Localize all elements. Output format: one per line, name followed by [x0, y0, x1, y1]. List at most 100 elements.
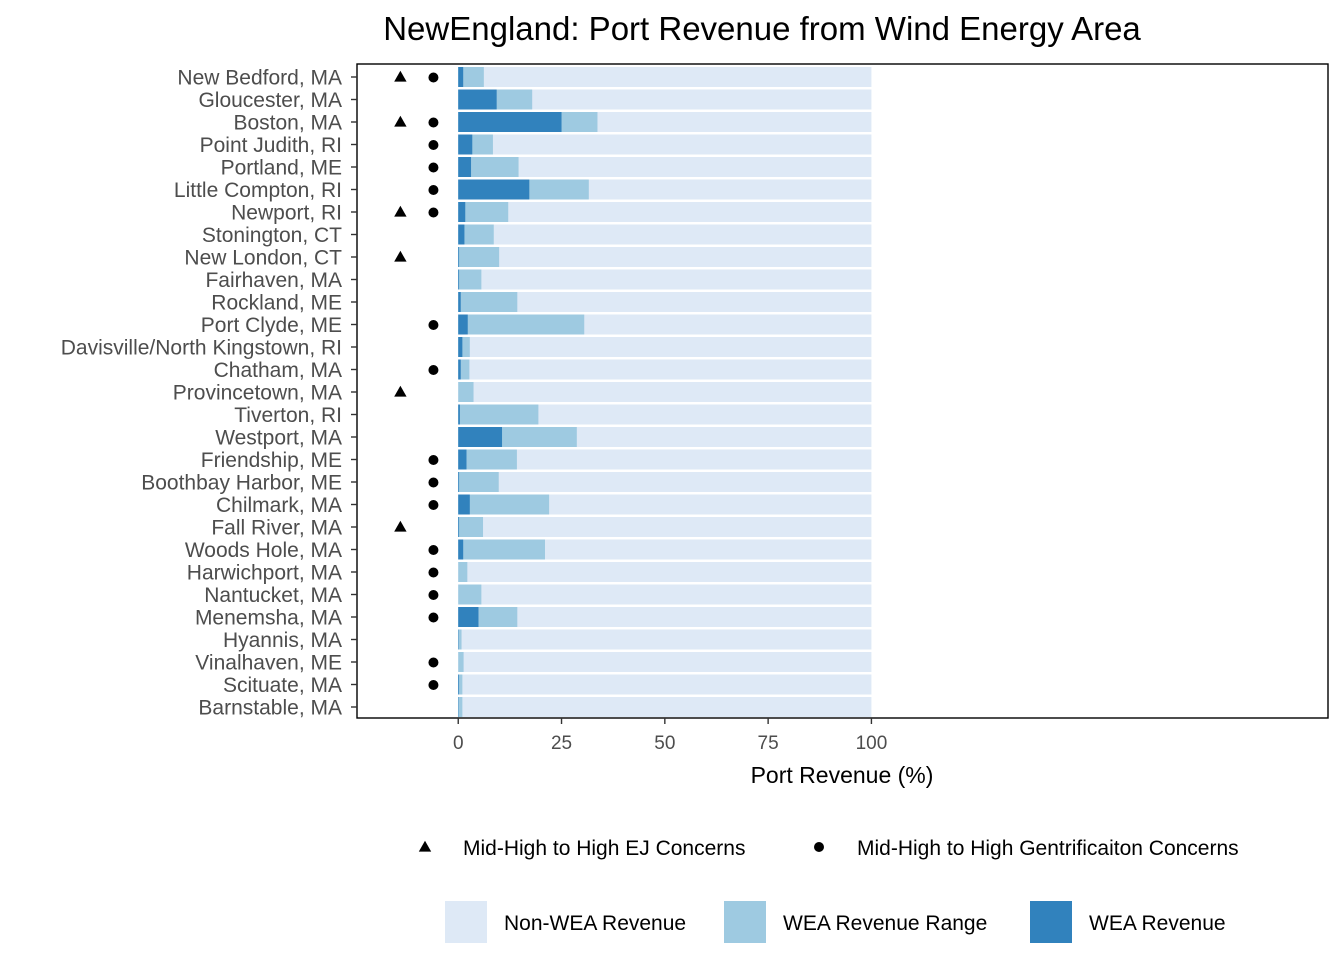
y-tick-label-barnstable-ma: Barnstable, MA: [198, 697, 342, 720]
y-tick-label-nantucket-ma: Nantucket, MA: [204, 584, 342, 607]
wea-bar-gloucester-ma: [458, 89, 497, 110]
y-tick-label-friendship-me: Friendship, ME: [201, 449, 342, 472]
x-tick-label-75: 75: [758, 733, 779, 754]
ej-concern-marker-new-bedford-ma: [394, 70, 407, 82]
wea-bar-new-bedford-ma: [458, 67, 464, 87]
wea-bar-portland-me: [458, 157, 472, 177]
wea-range-bar-scituate-ma: [458, 674, 463, 695]
wea-range-bar-woods-hole-ma: [458, 539, 546, 560]
x-axis-title: Port Revenue (%): [751, 762, 934, 788]
gentrification-concern-marker-vinalhaven-me: [428, 657, 439, 668]
wea-bar-point-judith-ri: [458, 134, 473, 155]
non-wea-bar-newport-ri: [458, 202, 872, 222]
legend-shape-label-mid-high-to-high-ej-concerns: Mid-High to High EJ Concerns: [463, 837, 745, 860]
wea-range-bar-friendship-me: [458, 449, 517, 470]
non-wea-bar-fall-river-ma: [458, 517, 872, 537]
y-tick-label-little-compton-ri: Little Compton, RI: [174, 179, 342, 202]
y-tick-label-newport-ri: Newport, RI: [231, 202, 342, 225]
x-axis: 0 25 50 75 100: [453, 718, 887, 754]
gentrification-concern-marker-chatham-ma: [428, 365, 439, 375]
y-tick-label-stonington-ct: Stonington, CT: [202, 224, 342, 247]
y-tick-label-provincetown-ma: Provincetown, MA: [173, 382, 342, 405]
legend-fills: Non-WEA Revenue WEA Revenue Range WEA Reve…: [445, 901, 1226, 943]
ej-concern-marker-new-london-ct: [394, 250, 407, 262]
wea-bar-boothbay-harbor-me: [458, 472, 460, 492]
wea-bar-chatham-ma: [458, 359, 461, 380]
non-wea-bar-friendship-me: [458, 449, 872, 470]
ej-concern-marker-newport-ri: [394, 205, 407, 217]
wea-range-bar-provincetown-ma: [458, 382, 474, 402]
y-tick-label-rockland-me: Rockland, ME: [211, 292, 342, 315]
wea-range-bar-nantucket-ma: [458, 584, 482, 605]
wea-bar-woods-hole-ma: [458, 539, 464, 560]
y-tick-label-chatham-ma: Chatham, MA: [214, 359, 342, 382]
wea-bar-westport-ma: [458, 427, 503, 447]
wea-range-bar-fall-river-ma: [458, 517, 484, 537]
non-wea-bar-fairhaven-ma: [458, 269, 872, 290]
legend-label-non-wea-revenue: Non-WEA Revenue: [504, 912, 686, 935]
y-tick-label-westport-ma: Westport, MA: [215, 427, 342, 450]
gentrification-concern-marker-woods-hole-ma: [428, 545, 439, 555]
wea-range-bar-newport-ri: [458, 202, 509, 222]
legend-circle-icon: [814, 842, 824, 852]
wea-bar-rockland-me: [458, 292, 461, 312]
x-tick-label-100: 100: [856, 733, 888, 754]
non-wea-bar-scituate-ma: [458, 674, 872, 695]
gentrification-concern-marker-port-clyde-me: [428, 320, 439, 330]
non-wea-bar-boothbay-harbor-me: [458, 472, 872, 492]
gentrification-concern-marker-chilmark-ma: [428, 500, 439, 510]
legend-label-wea-revenue-range: WEA Revenue Range: [783, 912, 987, 935]
chart-title: NewEngland: Port Revenue from Wind Energ…: [383, 10, 1141, 47]
gentrification-concern-marker-nantucket-ma: [428, 590, 439, 600]
wea-range-bar-fairhaven-ma: [458, 269, 482, 290]
wea-range-bar-port-clyde-me: [458, 314, 585, 335]
x-tick-label-0: 0: [453, 733, 464, 754]
y-tick-label-gloucester-ma: Gloucester, MA: [198, 89, 342, 112]
non-wea-bar-provincetown-ma: [458, 382, 872, 402]
y-tick-label-harwichport-ma: Harwichport, MA: [187, 562, 342, 585]
non-wea-bar-hyannis-ma: [458, 629, 872, 650]
wea-range-bar-vinalhaven-me: [458, 652, 464, 672]
wea-range-bar-harwichport-ma: [458, 562, 468, 582]
wea-bar-little-compton-ri: [458, 179, 530, 200]
legend-swatch-non-wea-revenue: [445, 901, 487, 943]
wea-bar-boston-ma: [458, 112, 562, 132]
y-tick-label-davisville-north-kingstown-ri: Davisville/North Kingstown, RI: [61, 337, 342, 360]
legend-label-wea-revenue: WEA Revenue: [1089, 912, 1226, 935]
gentrification-concern-marker-friendship-me: [428, 455, 439, 465]
y-tick-label-boston-ma: Boston, MA: [233, 112, 342, 135]
wea-range-bar-tiverton-ri: [458, 404, 539, 425]
legend-shape-label-mid-high-to-high-gentrificaiton-concerns: Mid-High to High Gentrificaiton Concerns: [857, 837, 1239, 860]
gentrification-concern-marker-new-bedford-ma: [428, 72, 439, 83]
wea-bar-menemsha-ma: [458, 607, 479, 627]
wea-range-bar-chatham-ma: [458, 359, 470, 380]
wea-range-bar-rockland-me: [458, 292, 518, 312]
wea-bar-tiverton-ri: [458, 404, 460, 425]
non-wea-bar-vinalhaven-me: [458, 652, 872, 672]
gentrification-concern-marker-menemsha-ma: [428, 612, 439, 623]
non-wea-bar-rockland-me: [458, 292, 872, 312]
markers-layer: [394, 70, 439, 690]
wea-range-bar-hyannis-ma: [458, 629, 462, 650]
non-wea-bar-stonington-ct: [458, 224, 872, 245]
wea-bar-davisville-north-kingstown-ri: [458, 337, 463, 357]
wea-bar-friendship-me: [458, 449, 467, 470]
gentrification-concern-marker-scituate-ma: [428, 680, 439, 690]
non-wea-bar-point-judith-ri: [458, 134, 872, 155]
y-tick-label-scituate-ma: Scituate, MA: [223, 674, 342, 697]
bars-layer: [458, 67, 872, 717]
wea-bar-port-clyde-me: [458, 314, 468, 335]
legend-shapes: Mid-High to High EJ Concerns Mid-High to …: [418, 837, 1239, 860]
y-tick-label-new-london-ct: New London, CT: [184, 247, 342, 270]
non-wea-bar-gloucester-ma: [458, 89, 872, 110]
y-tick-label-port-clyde-me: Port Clyde, ME: [201, 314, 342, 337]
wea-range-bar-barnstable-ma: [458, 697, 463, 717]
legend-swatch-wea-revenue: [1030, 901, 1072, 943]
plot-panel-border: [356, 63, 1329, 719]
wea-range-bar-new-london-ct: [458, 247, 500, 267]
non-wea-bar-woods-hole-ma: [458, 539, 872, 560]
ej-concern-marker-provincetown-ma: [394, 385, 407, 397]
non-wea-bar-davisville-north-kingstown-ri: [458, 337, 872, 357]
